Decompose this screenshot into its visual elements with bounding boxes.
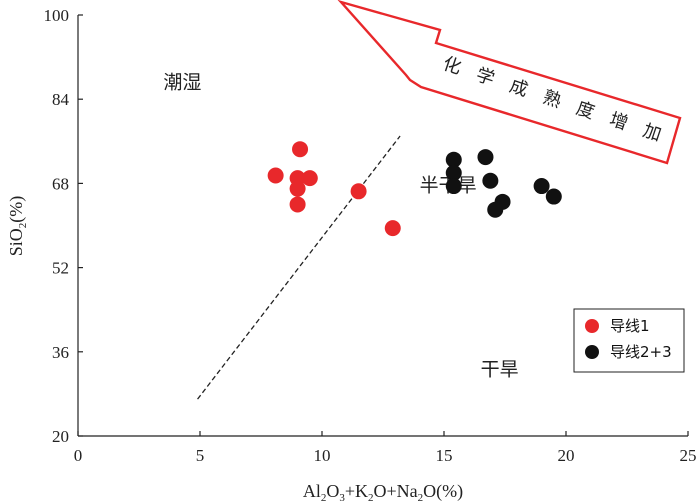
data-point-series-2 — [445, 164, 462, 181]
plot-frame — [77, 15, 688, 437]
legend: 导线1 导线2+3 — [573, 308, 685, 373]
boundary-line — [197, 135, 401, 400]
y-tick-label: 52 — [52, 259, 69, 278]
data-points — [267, 141, 562, 237]
data-point-series-2 — [445, 178, 462, 195]
maturity-arrow-char: 熟 — [540, 87, 564, 113]
data-point-series-1 — [350, 183, 367, 200]
data-point-series-1 — [301, 170, 318, 187]
data-point-series-2 — [482, 172, 499, 189]
data-point-series-2 — [477, 149, 494, 166]
legend-marker-1 — [585, 319, 599, 333]
x-tick-label: 5 — [196, 446, 205, 465]
maturity-arrow-shape — [337, 0, 682, 165]
x-tick-label: 10 — [314, 446, 331, 465]
legend-marker-2 — [585, 345, 599, 359]
region-label: 干旱 — [481, 358, 519, 380]
x-tick-label: 0 — [74, 446, 83, 465]
data-point-series-1 — [292, 141, 309, 158]
y-ticks: 20 36 52 68 84 100 — [44, 6, 83, 446]
x-ticks: 0 5 10 15 20 25 — [74, 431, 697, 465]
data-point-series-2 — [487, 201, 504, 218]
x-tick-label: 15 — [436, 446, 453, 465]
region-labels: 潮湿半干旱干旱 — [163, 72, 518, 381]
maturity-arrow-char: 度 — [573, 98, 597, 124]
maturity-arrow-char: 学 — [473, 64, 497, 90]
x-tick-label: 25 — [680, 446, 697, 465]
maturity-arrow-char: 化 — [440, 53, 464, 79]
data-point-series-2 — [445, 151, 462, 168]
data-point-series-2 — [533, 178, 550, 195]
data-point-series-1 — [267, 167, 284, 184]
region-label: 潮湿 — [163, 72, 201, 94]
data-point-series-1 — [289, 180, 306, 197]
x-axis-title: Al2O3+K2O+Na2O(%) — [303, 481, 463, 503]
legend-label-2: 导线2+3 — [610, 343, 672, 361]
maturity-arrow-label: 化学成熟度增加 — [440, 53, 664, 146]
data-point-series-2 — [545, 188, 562, 205]
y-axis-title: SiO2(%) — [6, 196, 29, 257]
y-tick-label: 36 — [52, 343, 69, 362]
y-tick-label: 20 — [52, 427, 69, 446]
y-tick-label: 100 — [44, 6, 70, 25]
maturity-arrow-char: 成 — [507, 76, 531, 102]
x-tick-label: 20 — [558, 446, 575, 465]
y-tick-label: 68 — [52, 174, 69, 193]
maturity-arrow — [337, 0, 682, 165]
data-point-series-1 — [289, 196, 306, 213]
legend-label-1: 导线1 — [610, 317, 650, 335]
data-point-series-1 — [384, 220, 401, 237]
maturity-arrow-char: 增 — [607, 109, 631, 135]
maturity-arrow-char: 加 — [640, 120, 664, 146]
y-tick-label: 84 — [52, 90, 70, 109]
